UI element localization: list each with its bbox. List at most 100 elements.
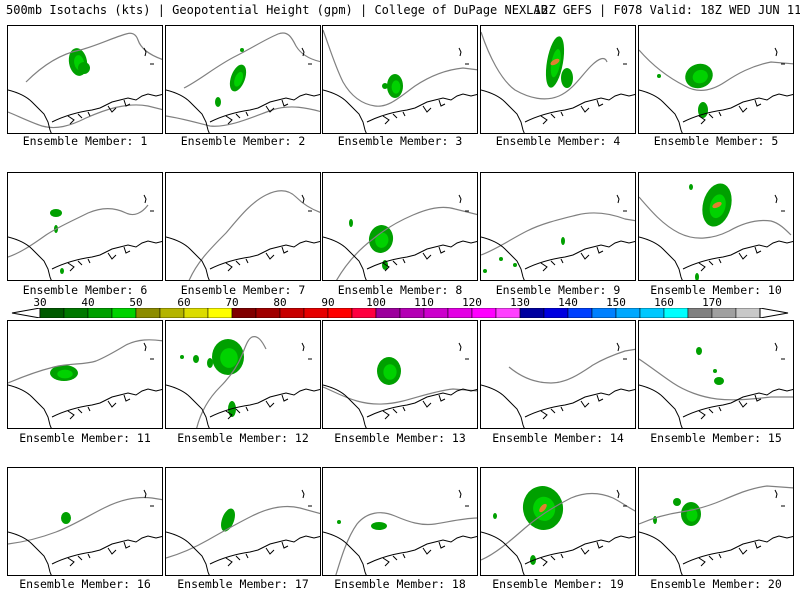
coastline xyxy=(639,531,793,575)
colorbar-swatch xyxy=(687,308,713,318)
colorbar-labels: 30 40 50 60 70 80 90 100 110 120 130 140 150 160 170 xyxy=(0,296,800,309)
coastline-detail xyxy=(550,99,604,119)
isotach-shading xyxy=(215,97,221,107)
coastline xyxy=(166,384,320,428)
ensemble-member-label: Ensemble Member: 13 xyxy=(334,431,466,445)
island-outline xyxy=(301,194,312,212)
map-plot xyxy=(639,342,793,428)
ensemble-map-panel xyxy=(322,172,478,281)
isotach-shading xyxy=(695,273,699,280)
height-contour xyxy=(336,206,477,280)
coastline xyxy=(8,236,162,280)
ensemble-member-label: Ensemble Member: 10 xyxy=(650,283,782,297)
isotach-shading xyxy=(78,62,90,74)
map-plot xyxy=(481,31,635,133)
coastline-detail xyxy=(392,246,446,266)
island-outline xyxy=(458,194,469,212)
map-plot xyxy=(323,29,477,133)
isotach-shading-inner xyxy=(692,69,708,84)
colorbar-swatch xyxy=(303,308,329,318)
colorbar-swatch xyxy=(183,308,209,318)
colorbar-swatch xyxy=(111,308,137,318)
height-contour xyxy=(8,496,162,545)
colorbar-tick-label: 120 xyxy=(462,296,482,309)
map-plot xyxy=(8,339,162,428)
map-plot xyxy=(323,342,477,428)
isotach-shading xyxy=(180,355,184,359)
map-plot xyxy=(166,32,320,133)
ensemble-map-panel xyxy=(322,467,478,576)
isotach-shading xyxy=(499,257,503,261)
isotach-shading xyxy=(689,184,693,190)
colorbar-swatch xyxy=(495,308,521,318)
colorbar-swatch xyxy=(423,308,449,318)
map-plot xyxy=(639,183,793,280)
isotach-shading xyxy=(240,48,244,52)
map-plot xyxy=(481,342,635,428)
height-contour xyxy=(8,204,149,258)
height-contour xyxy=(323,29,477,107)
colorbar-swatch xyxy=(231,308,257,318)
colorbar-swatch xyxy=(255,308,281,318)
colorbar-tick-label: 140 xyxy=(558,296,578,309)
colorbar-swatch xyxy=(519,308,545,318)
ensemble-map-panel xyxy=(638,320,794,429)
colorbar-high-arrow xyxy=(759,308,789,318)
colorbar-swatch xyxy=(567,308,593,318)
island-outline xyxy=(616,489,627,507)
ensemble-map-panel xyxy=(7,172,163,281)
map-plot xyxy=(481,486,635,575)
colorbar-swatch xyxy=(663,308,689,318)
height-contour xyxy=(639,358,793,401)
colorbar-low-arrow xyxy=(11,308,41,318)
ensemble-map-panel xyxy=(480,467,636,576)
colorbar-swatch xyxy=(471,308,497,318)
ensemble-member-label: Ensemble Member: 14 xyxy=(492,431,624,445)
isotach-shading xyxy=(513,263,517,267)
isotach-shading-inner xyxy=(391,80,401,94)
isotach-shading-inner xyxy=(686,508,698,522)
isotach-shading-inner xyxy=(234,71,244,87)
map-plot xyxy=(8,489,162,575)
ensemble-map-panel xyxy=(322,320,478,429)
colorbar-tick-label: 160 xyxy=(654,296,674,309)
coastline xyxy=(323,89,477,133)
isotach-shading xyxy=(50,209,62,217)
colorbar-swatch xyxy=(735,308,761,318)
colorbar-swatch xyxy=(375,308,401,318)
ensemble-member-label: Ensemble Member: 12 xyxy=(177,431,309,445)
isotach-shading-inner xyxy=(383,364,397,380)
ensemble-member-label: Ensemble Member: 1 xyxy=(22,134,148,148)
coastline xyxy=(481,89,635,133)
ensemble-member-label: Ensemble Member: 9 xyxy=(495,283,621,297)
height-contour xyxy=(323,386,477,405)
ensemble-member-label: Ensemble Member: 18 xyxy=(334,577,466,591)
ensemble-member-label: Ensemble Member: 15 xyxy=(650,431,782,445)
coastline-detail xyxy=(77,99,131,119)
colorbar-bar xyxy=(11,308,789,318)
map-plot xyxy=(639,485,793,575)
colorbar-swatch xyxy=(615,308,641,318)
height-contour xyxy=(481,212,635,256)
colorbar-tick-label: 130 xyxy=(510,296,530,309)
isotach-shading xyxy=(193,355,199,363)
isotach-shading xyxy=(561,237,565,245)
colorbar-swatch xyxy=(135,308,161,318)
ensemble-map-panel xyxy=(7,467,163,576)
island-outline xyxy=(616,342,627,360)
coastline xyxy=(166,531,320,575)
colorbar-tick-label: 80 xyxy=(273,296,287,309)
ensemble-member-label: Ensemble Member: 2 xyxy=(180,134,306,148)
coastline-detail xyxy=(708,99,762,119)
map-plot xyxy=(166,336,320,428)
ensemble-map-panel xyxy=(165,172,321,281)
colorbar-tick-label: 100 xyxy=(366,296,386,309)
coastline xyxy=(639,384,793,428)
island-outline xyxy=(458,342,469,360)
map-plot xyxy=(481,194,635,280)
isotach-max xyxy=(539,503,547,513)
isotach-shading xyxy=(714,377,724,385)
ensemble-map-panel xyxy=(480,25,636,134)
ensemble-member-label: Ensemble Member: 11 xyxy=(19,431,151,445)
